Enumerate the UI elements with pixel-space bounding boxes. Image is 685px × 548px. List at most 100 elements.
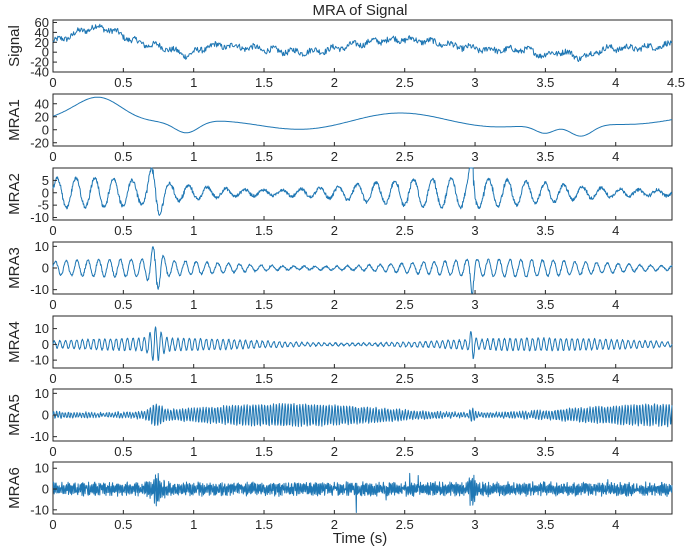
y-tick-label: -20 bbox=[30, 135, 49, 150]
axes-box-4 bbox=[52, 315, 673, 369]
y-tick-label: 40 bbox=[35, 25, 49, 40]
series-line-0 bbox=[52, 23, 673, 62]
x-tick-label: 1.5 bbox=[255, 371, 273, 386]
x-tick-label: 1 bbox=[190, 517, 197, 532]
y-axis-label-0: Signal bbox=[6, 25, 23, 67]
x-tick-label: 1 bbox=[190, 75, 197, 90]
y-tick-label: -10 bbox=[30, 210, 49, 225]
x-tick-label: 3 bbox=[471, 444, 478, 459]
x-tick-label: 0 bbox=[49, 223, 56, 238]
x-tick-label: 2 bbox=[331, 517, 338, 532]
x-tick-label: 2 bbox=[331, 149, 338, 164]
x-tick-label: 1.5 bbox=[255, 444, 273, 459]
y-axis-label-5: MRA5 bbox=[6, 394, 23, 436]
x-tick-label: 3 bbox=[471, 223, 478, 238]
y-axis-label-2: MRA2 bbox=[6, 173, 23, 215]
y-axis-label-3: MRA3 bbox=[6, 247, 23, 289]
y-tick-label: 0 bbox=[42, 45, 49, 60]
x-tick-label: 4 bbox=[612, 297, 619, 312]
y-tick-label: 0 bbox=[42, 122, 49, 137]
series-line-4 bbox=[52, 326, 673, 361]
y-axis-label-1: MRA1 bbox=[6, 99, 23, 141]
y-tick-label: 0 bbox=[42, 261, 49, 276]
x-tick-label: 3.5 bbox=[536, 75, 554, 90]
x-tick-label: 0.5 bbox=[114, 517, 132, 532]
y-tick-label: -20 bbox=[30, 55, 49, 70]
x-tick-label: 4 bbox=[612, 371, 619, 386]
y-tick-label: 5 bbox=[42, 173, 49, 188]
x-tick-label: 2 bbox=[331, 223, 338, 238]
x-tick-label: 0 bbox=[49, 444, 56, 459]
x-tick-label: 0.5 bbox=[114, 149, 132, 164]
y-tick-label: 20 bbox=[35, 109, 49, 124]
series-line-5 bbox=[52, 403, 673, 428]
x-tick-label: 2 bbox=[331, 444, 338, 459]
series-line-1 bbox=[52, 96, 673, 137]
x-tick-label: 3.5 bbox=[536, 444, 554, 459]
x-tick-label: 0.5 bbox=[114, 75, 132, 90]
series-line-3 bbox=[52, 246, 673, 294]
x-tick-label: 2.5 bbox=[396, 517, 414, 532]
x-tick-label: 1 bbox=[190, 444, 197, 459]
series-line-6 bbox=[52, 472, 673, 513]
x-tick-label: 4 bbox=[612, 223, 619, 238]
y-tick-label: 20 bbox=[35, 35, 49, 50]
x-tick-label: 2.5 bbox=[396, 371, 414, 386]
x-tick-label: 2 bbox=[331, 371, 338, 386]
x-tick-label: 2.5 bbox=[396, 444, 414, 459]
x-tick-label: 0 bbox=[49, 149, 56, 164]
x-tick-label: 0.5 bbox=[114, 444, 132, 459]
x-tick-label: 1.5 bbox=[255, 149, 273, 164]
axes-box-3 bbox=[52, 241, 673, 295]
x-tick-label: 3.5 bbox=[536, 517, 554, 532]
y-tick-label: 0 bbox=[42, 185, 49, 200]
chart-title: MRA of Signal bbox=[312, 2, 407, 19]
x-tick-label: 3 bbox=[471, 297, 478, 312]
y-tick-label: -40 bbox=[30, 65, 49, 80]
y-tick-label: 10 bbox=[35, 386, 49, 401]
y-tick-label: 0 bbox=[42, 408, 49, 423]
x-tick-label: 0 bbox=[49, 517, 56, 532]
x-axis-label: Time (s) bbox=[333, 530, 387, 547]
axes-box-1 bbox=[52, 93, 673, 147]
y-tick-label: 40 bbox=[35, 96, 49, 111]
x-tick-label: 1.5 bbox=[255, 75, 273, 90]
x-tick-label: 4 bbox=[612, 517, 619, 532]
x-tick-label: 0 bbox=[49, 75, 56, 90]
y-tick-label: 10 bbox=[35, 321, 49, 336]
x-tick-label: 1 bbox=[190, 371, 197, 386]
x-tick-label: 4 bbox=[612, 444, 619, 459]
x-tick-label: 3.5 bbox=[536, 371, 554, 386]
x-tick-label: 0 bbox=[49, 371, 56, 386]
y-tick-label: 10 bbox=[35, 239, 49, 254]
x-tick-label: 0 bbox=[49, 297, 56, 312]
x-tick-label: 3.5 bbox=[536, 297, 554, 312]
y-tick-label: -10 bbox=[30, 502, 49, 517]
x-tick-label: 1.5 bbox=[255, 517, 273, 532]
x-tick-label: 4 bbox=[612, 149, 619, 164]
x-tick-label: 1 bbox=[190, 223, 197, 238]
x-tick-label: 1 bbox=[190, 149, 197, 164]
x-tick-label: 3 bbox=[471, 75, 478, 90]
x-tick-label: 3.5 bbox=[536, 149, 554, 164]
x-tick-label: 4.5 bbox=[667, 75, 685, 90]
y-tick-label: 0 bbox=[42, 482, 49, 497]
x-tick-label: 2.5 bbox=[396, 297, 414, 312]
x-tick-label: 2.5 bbox=[396, 223, 414, 238]
y-tick-label: 60 bbox=[35, 15, 49, 30]
series-line-2 bbox=[52, 167, 673, 216]
y-axis-label-4: MRA4 bbox=[6, 321, 23, 363]
y-tick-label: 0 bbox=[42, 337, 49, 352]
x-tick-label: 0.5 bbox=[114, 297, 132, 312]
x-tick-label: 2 bbox=[331, 75, 338, 90]
y-tick-label: -10 bbox=[30, 282, 49, 297]
y-tick-label: 10 bbox=[35, 461, 49, 476]
